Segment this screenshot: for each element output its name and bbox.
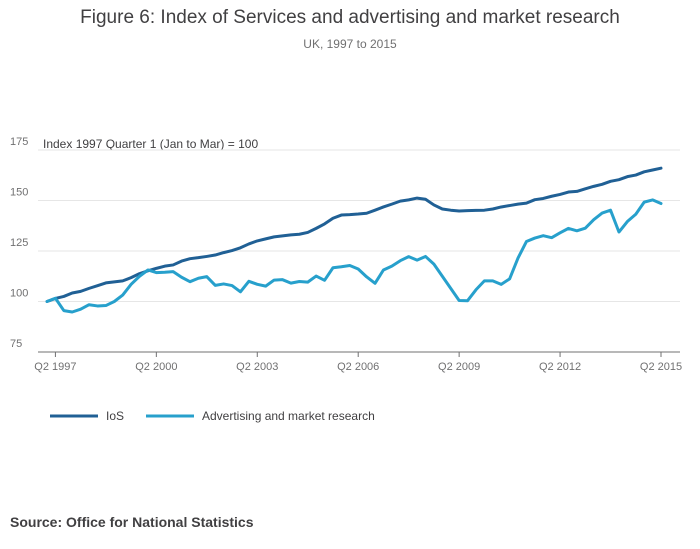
source-note: Source: Office for National Statistics [10,514,254,530]
series-line-ios [45,166,663,303]
legend-label-ios: IoS [106,409,124,423]
legend-label-adv: Advertising and market research [202,409,375,423]
x-tick-label: Q2 2006 [337,361,379,373]
series-lines [45,166,663,314]
y-axis-label: Index 1997 Quarter 1 (Jan to Mar) = 100 [43,137,259,151]
chart-subtitle: UK, 1997 to 2015 [303,37,397,51]
y-tick-label: 150 [10,187,28,199]
y-tick-label: 75 [10,338,22,350]
x-tick-label: Q2 1997 [34,361,76,373]
x-axis: Q2 1997 Q2 2000 Q2 2003 Q2 2006 Q2 2009 Q2 20… [34,352,682,373]
y-tick-label: 175 [10,136,28,148]
chart-title: Figure 6: Index of Services and advertis… [80,7,620,28]
x-tick-label: Q2 2003 [236,361,278,373]
y-tick-label: 125 [10,237,28,249]
y-tick-label: 100 [10,288,28,300]
x-tick-label: Q2 2012 [539,361,581,373]
series-line-adv [45,198,663,314]
x-tick-label: Q2 2015 [640,361,682,373]
x-tick-label: Q2 2009 [438,361,480,373]
x-tick-label: Q2 2000 [135,361,177,373]
legend: IoS Advertising and market research [50,409,375,423]
gridlines: 75 100 125 150 175 [10,136,680,353]
